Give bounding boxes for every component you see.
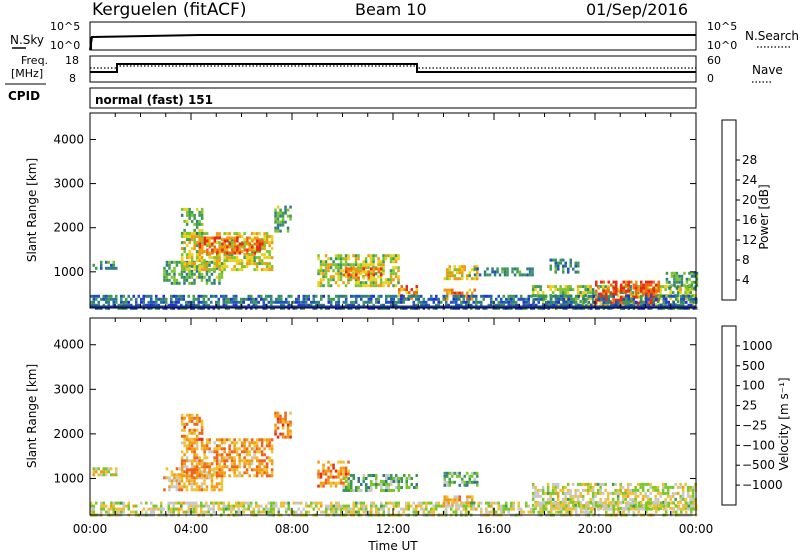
beam-title: Beam 10	[355, 0, 427, 19]
echo-region	[443, 265, 479, 281]
y-tick-label: 4000	[53, 338, 84, 352]
velocity-colorbar-label: Velocity [m s⁻¹]	[777, 377, 791, 470]
power-ylabel: Slant Range [km]	[25, 158, 39, 262]
cpid-panel: normal (fast) 151 CPID	[5, 83, 697, 109]
y-tick-label: 3000	[53, 382, 84, 396]
x-tick-label: 00:00	[73, 522, 108, 536]
nsky-tick-top: 10^5	[50, 20, 80, 33]
y-tick-label: 1000	[53, 471, 84, 485]
echo-region	[92, 467, 118, 477]
y-tick-label: 2000	[53, 221, 84, 235]
x-tick-label: 20:00	[578, 522, 613, 536]
colorbar-tick-label: −500	[742, 458, 775, 472]
echo-region	[342, 267, 383, 280]
colorbar-tick-label: 25	[742, 399, 757, 413]
echo-region	[180, 207, 204, 235]
velocity-x-ticks: 00:00 04:00 08:00 12:00 16:00 20:00 00:00	[73, 318, 714, 536]
colorbar-tick-label: −1000	[742, 478, 783, 492]
colorbar-tick-label: −25	[742, 418, 767, 432]
y-tick-label: 3000	[53, 177, 84, 191]
velocity-echoes	[90, 411, 698, 517]
colorbar-tick-label: 8	[742, 253, 750, 267]
nave-tick-top: 60	[707, 54, 721, 67]
x-tick-label: 08:00	[275, 522, 310, 536]
echo-region	[398, 474, 418, 489]
y-tick-label: 2000	[53, 427, 84, 441]
x-tick-label: 16:00	[477, 522, 512, 536]
power-panel: 1000 2000 3000 4000 Slant Range [km] 4 8 12 16…	[25, 112, 771, 310]
colorbar-tick-label: 4	[742, 273, 750, 287]
power-y-ticks: 1000 2000 3000 4000	[53, 132, 696, 279]
echo-region	[473, 267, 534, 277]
power-colorbar: 4 8 12 16 20 24 28	[721, 119, 757, 301]
y-tick-label: 1000	[53, 265, 84, 279]
echo-region	[443, 471, 479, 487]
velocity-panel: 1000 2000 3000 4000 00:00 04:00 08:00 12:00 16:…	[25, 317, 791, 553]
nsky-panel: N.Sky 10^5 10^0 10^5 10^0 N.Search	[10, 20, 799, 52]
date-title: 01/Sep/2016	[586, 0, 688, 19]
mode-label: normal (fast) 151	[95, 93, 213, 107]
freq-panel: Freq. [MHz] 18 8 60 0 Nave	[11, 54, 783, 85]
freq-label: Freq.	[21, 54, 48, 67]
echo-region	[665, 271, 699, 290]
echo-region	[317, 460, 350, 488]
colorbar-tick-label: 28	[742, 153, 757, 167]
velocity-y-ticks: 1000 2000 3000 4000	[53, 338, 696, 485]
echo-region	[92, 260, 118, 270]
freq-tick-bottom: 8	[69, 72, 76, 85]
freq-unit-label: [MHz]	[11, 67, 43, 80]
echo-region	[342, 474, 400, 492]
colorbar-tick-label: 16	[742, 213, 757, 227]
x-tick-label: 00:00	[679, 522, 714, 536]
colorbar-tick-label: 100	[742, 379, 765, 393]
colorbar-tick-label: 500	[742, 359, 765, 373]
nsky-tick-bottom: 10^0	[50, 39, 80, 52]
power-x-ticks	[89, 113, 697, 308]
nsearch-tick-top: 10^5	[707, 20, 737, 33]
echo-region	[274, 411, 292, 439]
nsearch-label: N.Search	[745, 29, 799, 43]
station-title: Kerguelen (fitACF)	[92, 0, 246, 20]
x-tick-label: 12:00	[376, 522, 411, 536]
echo-region	[549, 258, 580, 274]
colorbar-tick-label: 1000	[742, 339, 773, 353]
freq-tick-top: 18	[65, 54, 79, 67]
nsearch-tick-bottom: 10^0	[707, 39, 737, 52]
velocity-colorbar: 1000 500 100 25 −25 −100 −500 −1000	[721, 325, 783, 506]
colorbar-tick-label: −100	[742, 438, 775, 452]
echo-region	[180, 438, 274, 478]
colorbar-tick-label: 12	[742, 233, 757, 247]
echo-region	[163, 467, 224, 492]
y-tick-label: 4000	[53, 132, 84, 146]
power-colorbar-label: Power [dB]	[757, 184, 771, 249]
velocity-ylabel: Slant Range [km]	[25, 364, 39, 468]
x-tick-label: 04:00	[174, 522, 209, 536]
echo-region	[274, 205, 292, 233]
echo-region	[180, 413, 204, 441]
nave-tick-bottom: 0	[707, 72, 714, 85]
nave-label: Nave	[752, 63, 783, 77]
power-echoes	[90, 205, 699, 310]
nsky-label: N.Sky	[10, 33, 44, 47]
colorbar-tick-label: 24	[742, 173, 757, 187]
x-axis-label: Time UT	[367, 539, 418, 553]
echo-region	[198, 236, 264, 255]
cpid-label: CPID	[8, 89, 40, 103]
colorbar-tick-label: 20	[742, 193, 757, 207]
